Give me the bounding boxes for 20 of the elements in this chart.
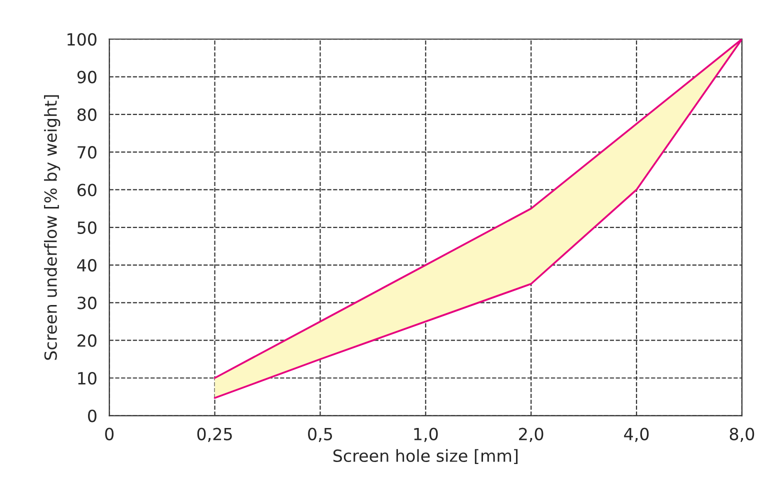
y-axis-title: Screen underflow [% by weight]: [44, 95, 60, 360]
y-tick-label: 40: [77, 259, 96, 272]
y-tick-label: 50: [78, 221, 96, 234]
y-tick-label: 20: [78, 334, 96, 347]
y-tick-label: 90: [77, 70, 96, 84]
y-tick-label: 30: [78, 296, 96, 310]
y-tick-label: 100: [68, 33, 96, 46]
x-tick-label: 8,0: [730, 428, 754, 442]
y-tick-label: 80: [77, 108, 96, 121]
y-tick-label: 70: [78, 146, 96, 159]
y-tick-label: 60: [77, 184, 96, 196]
x-axis-title: Screen hole size [mm]: [333, 449, 518, 464]
x-tick-label: 0: [105, 428, 114, 440]
x-tick-label: 0,5: [308, 428, 332, 442]
x-tick-label: 0,25: [197, 428, 232, 442]
x-tick-label: 1,0: [414, 428, 438, 442]
y-tick-label: 0: [88, 410, 96, 422]
x-tick-label: 4,0: [624, 428, 649, 442]
y-tick-label: 10: [78, 372, 96, 385]
x-tick-label: 2,0: [519, 428, 544, 442]
